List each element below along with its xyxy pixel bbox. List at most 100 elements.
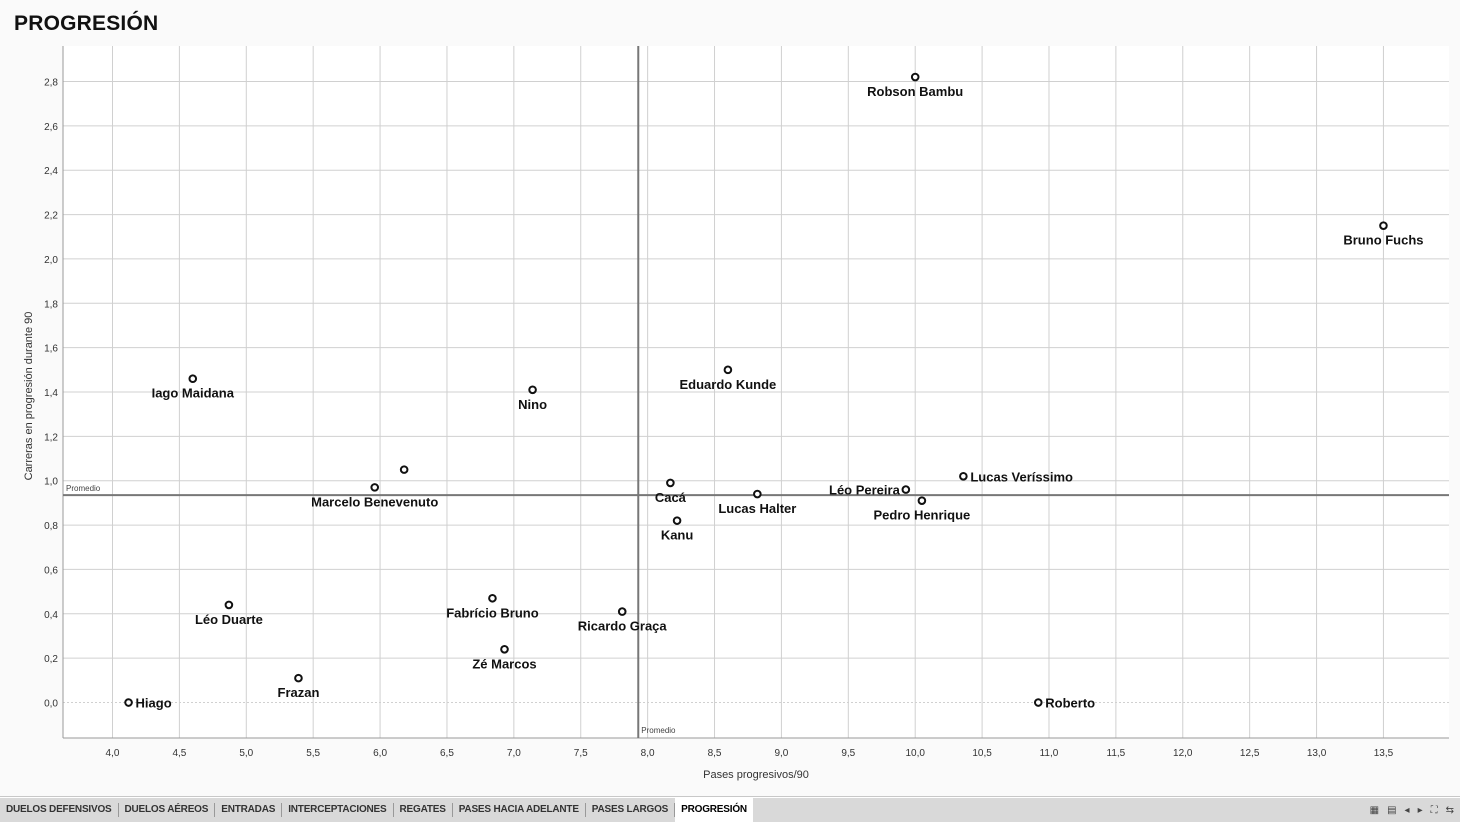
- data-point[interactable]: [294, 673, 303, 683]
- y-tick-label: 0,6: [44, 565, 58, 576]
- data-point[interactable]: [901, 485, 911, 494]
- tab-pases-hacia-adelante[interactable]: PASES HACIA ADELANTE: [458, 804, 579, 815]
- tab-duelos-defensivos[interactable]: DUELOS DEFENSIVOS: [6, 804, 112, 815]
- x-tick-label: 13,0: [1307, 748, 1327, 759]
- x-tick-label: 12,0: [1173, 748, 1193, 759]
- sheet-tabs: DUELOS DEFENSIVOS DUELOS AÉREOS ENTRADAS IN…: [0, 798, 753, 822]
- tab-separator: [674, 803, 676, 817]
- next-icon[interactable]: ▸: [1417, 804, 1423, 816]
- y-tick-label: 0,2: [44, 654, 58, 665]
- tab-separator: [451, 803, 453, 817]
- data-point[interactable]: [224, 600, 234, 610]
- x-mean-label: Promedio: [641, 726, 676, 735]
- point-label: Léo Duarte: [195, 612, 263, 627]
- x-tick-label: 11,0: [1040, 748, 1059, 759]
- data-point[interactable]: [124, 698, 133, 707]
- tab-entradas[interactable]: ENTRADAS: [221, 804, 276, 815]
- data-point[interactable]: [1033, 698, 1043, 707]
- data-point[interactable]: [500, 644, 509, 654]
- y-tick-label: 1,2: [44, 432, 58, 443]
- data-point[interactable]: [723, 365, 733, 375]
- data-point[interactable]: [666, 478, 675, 488]
- grid-view-icon[interactable]: ▦: [1369, 804, 1380, 816]
- data-point[interactable]: [917, 496, 927, 505]
- y-tick-label: 2,6: [44, 122, 58, 133]
- tab-separator: [392, 803, 394, 817]
- x-tick-label: 9,5: [841, 748, 855, 759]
- x-tick-label: 10,0: [905, 748, 925, 759]
- data-point[interactable]: [617, 607, 627, 616]
- point-label: Hiago: [136, 696, 172, 711]
- tab-separator: [281, 803, 283, 817]
- y-tick-label: 0,8: [44, 521, 58, 532]
- page-title: PROGRESIÓN: [14, 12, 159, 35]
- sheet-nav-controls: ▦ ▤ ◂ ▸ ⛶ ⇆: [1370, 798, 1454, 822]
- prev-icon[interactable]: ◂: [1404, 804, 1410, 816]
- x-tick-label: 6,5: [440, 748, 454, 759]
- point-label: Frazan: [278, 685, 320, 700]
- y-tick-label: 2,2: [44, 211, 58, 222]
- data-point[interactable]: [488, 593, 497, 603]
- point-label: Zé Marcos: [472, 656, 536, 671]
- tab-separator: [214, 803, 216, 817]
- y-tick-label: 1,4: [44, 388, 58, 399]
- point-label: Léo Pereira: [829, 483, 901, 498]
- data-point[interactable]: [672, 516, 682, 525]
- x-tick-label: 6,0: [373, 748, 387, 759]
- x-tick-label: 13,5: [1374, 748, 1394, 759]
- x-tick-label: 9,0: [774, 748, 788, 759]
- y-tick-label: 1,0: [44, 477, 58, 488]
- x-tick-label: 12,5: [1240, 748, 1260, 759]
- x-tick-label: 10,5: [972, 748, 992, 759]
- point-label: Nino: [518, 397, 547, 412]
- point-label: Cacá: [655, 490, 687, 505]
- point-label: Lucas Halter: [718, 501, 796, 516]
- point-label: Iago Maidana: [152, 386, 235, 401]
- x-tick-label: 7,0: [507, 748, 521, 759]
- data-point[interactable]: [753, 489, 762, 499]
- sheet-icon[interactable]: ▤: [1387, 804, 1397, 816]
- tab-separator: [584, 803, 586, 817]
- x-tick-label: 4,0: [106, 748, 120, 759]
- x-tick-label: 11,5: [1107, 748, 1126, 759]
- point-label: Ricardo Graça: [578, 619, 668, 634]
- tab-interceptaciones[interactable]: INTERCEPTACIONES: [288, 804, 387, 815]
- data-point[interactable]: [528, 385, 537, 395]
- y-tick-label: 2,4: [44, 166, 58, 177]
- point-label: Eduardo Kunde: [680, 377, 777, 392]
- share-icon[interactable]: ⇆: [1445, 804, 1454, 816]
- x-tick-label: 5,5: [306, 748, 320, 759]
- y-tick-label: 0,4: [44, 610, 58, 621]
- point-label: Fabrício Bruno: [446, 605, 539, 620]
- point-label: Marcelo Benevenuto: [311, 494, 438, 509]
- y-tick-label: 2,8: [44, 77, 58, 88]
- data-point[interactable]: [910, 72, 920, 82]
- point-label: Robson Bambu: [867, 84, 963, 99]
- tab-progresi-n[interactable]: PROGRESIÓN: [675, 798, 753, 822]
- x-tick-label: 7,5: [574, 748, 588, 759]
- x-tick-label: 8,0: [641, 748, 655, 759]
- scatter-plot: 4,0 4,5 5,0 5,5 6,0 6,5 7,0 7,5 8,0 8,5 9,0 9,5 10,0…: [23, 46, 1449, 781]
- point-label: Pedro Henrique: [873, 508, 970, 523]
- tab-duelos-a-reos[interactable]: DUELOS AÉREOS: [124, 804, 209, 815]
- y-tick-label: 1,6: [44, 344, 58, 355]
- data-point[interactable]: [959, 471, 968, 481]
- x-tick-label: 5,0: [239, 748, 253, 759]
- tab-regates[interactable]: REGATES: [399, 804, 446, 815]
- fullscreen-icon[interactable]: ⛶: [1430, 804, 1438, 816]
- point-label: Bruno Fuchs: [1343, 233, 1423, 248]
- chart-frame: PROGRESIÓN 4,0 4,5 5,0 5,5 6,0 6,5 7,0 7,5 8,0 8,…: [0, 12, 1460, 797]
- point-label: Lucas Veríssimo: [970, 469, 1073, 484]
- y-tick-label: 1,8: [44, 299, 58, 310]
- data-point[interactable]: [1379, 221, 1388, 230]
- data-point[interactable]: [370, 483, 380, 492]
- tab-separator: [117, 803, 119, 817]
- data-point[interactable]: [188, 374, 198, 383]
- tab-pases-largos[interactable]: PASES LARGOS: [591, 804, 669, 815]
- data-point[interactable]: [399, 465, 409, 474]
- x-tick-label: 8,5: [708, 748, 722, 759]
- y-tick-label: 0,0: [44, 699, 58, 710]
- x-tick-label: 4,5: [172, 748, 186, 759]
- y-tick-label: 2,0: [44, 255, 58, 266]
- y-mean-label: Promedio: [66, 484, 101, 493]
